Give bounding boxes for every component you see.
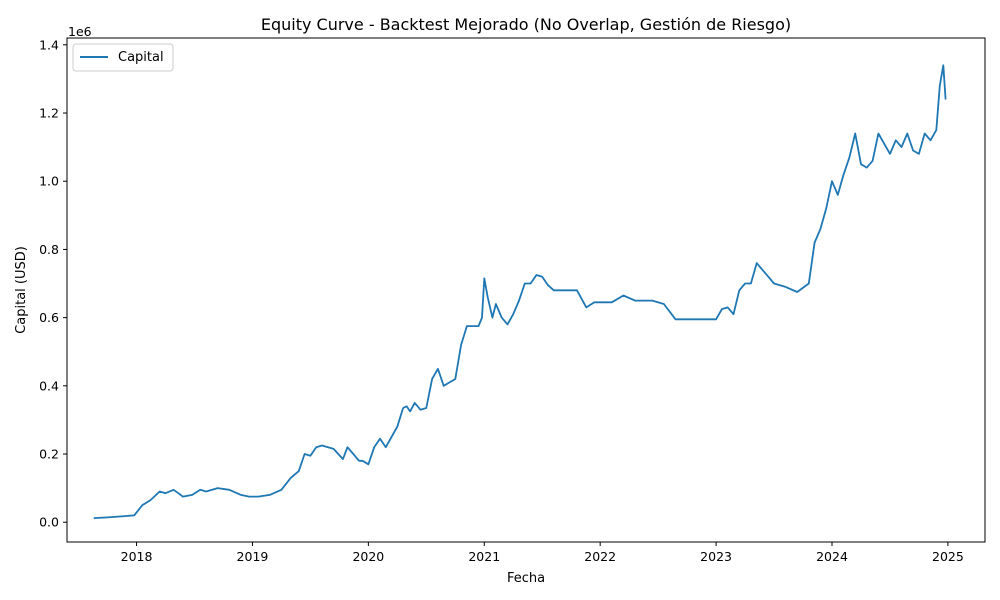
y-tick-label: 0.2 (39, 447, 59, 462)
x-axis-title: Fecha (507, 571, 545, 586)
x-tick-label: 2018 (121, 549, 153, 564)
y-tick-label: 1.0 (39, 174, 59, 189)
legend: Capital (72, 43, 174, 72)
x-tick-label: 2024 (816, 549, 848, 564)
plot-frame (66, 37, 986, 543)
legend-label-capital: Capital (118, 50, 164, 65)
x-tick-label: 2023 (700, 549, 732, 564)
plot-area (66, 37, 986, 543)
y-axis: 0.0 0.2 0.4 0.6 0.8 1.0 1.2 1.4 (39, 37, 67, 530)
y-tick-label: 1.4 (39, 37, 59, 52)
series-line-capital (93, 64, 947, 519)
y-tick-label: 0.8 (39, 242, 59, 257)
x-tick-label: 2020 (352, 549, 384, 564)
y-tick-label: 0.6 (39, 310, 59, 325)
series-layer (93, 64, 947, 519)
x-axis: 2018 2019 2020 2021 2022 2023 2024 2025 (121, 542, 964, 564)
legend-box (72, 43, 174, 72)
y-axis-offset-label: 1e6 (68, 24, 92, 39)
x-tick-label: 2019 (237, 549, 269, 564)
y-tick-label: 0.4 (39, 378, 59, 393)
x-tick-label: 2021 (468, 549, 500, 564)
y-tick-label: 1.2 (39, 106, 59, 121)
y-tick-label: 0.0 (39, 515, 59, 530)
chart-title: Equity Curve - Backtest Mejorado (No Ove… (261, 15, 791, 34)
x-tick-label: 2025 (932, 549, 964, 564)
y-axis-title: Capital (USD) (14, 246, 29, 334)
x-tick-label: 2022 (584, 549, 616, 564)
